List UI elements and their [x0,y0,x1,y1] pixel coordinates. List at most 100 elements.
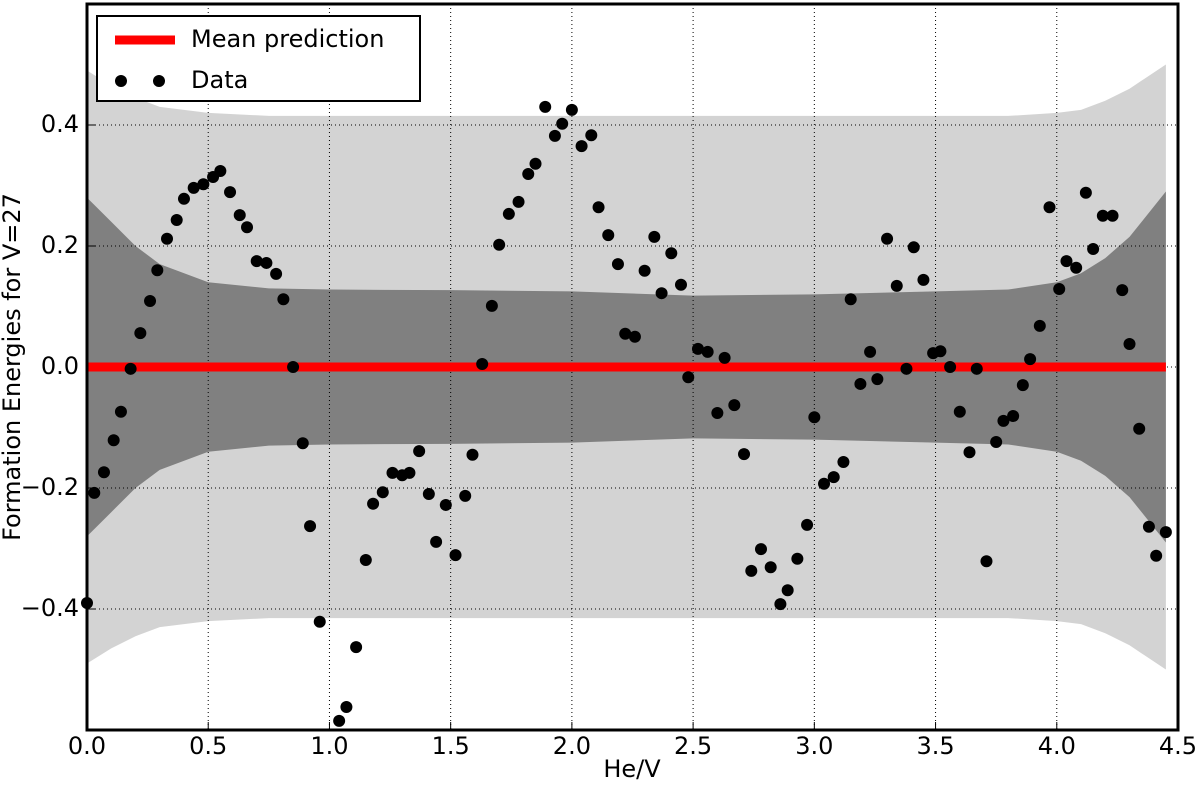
data-point [529,157,542,170]
data-point [917,273,930,286]
data-point [1079,186,1092,199]
data-point [592,201,605,214]
data-point [313,615,326,628]
data-point [818,477,831,490]
data-point [539,100,552,113]
data-point [88,486,101,499]
data-point [296,437,309,450]
data-point [97,466,110,479]
data-point [114,405,127,418]
data-point [277,293,290,306]
data-point [287,361,300,373]
legend-label: Mean prediction [191,25,384,53]
data-point [376,486,389,499]
data-point [1096,209,1109,222]
data-point [107,434,120,447]
data-point [565,103,578,116]
data-point [170,213,183,226]
plot-frame [85,2,1180,732]
data-point [1142,520,1155,533]
data-point [575,140,588,153]
y-axis-label: Formation Energies for V=27 [0,193,26,541]
data-point [1043,201,1056,214]
data-point [701,345,714,358]
y-tick-label: 0.2 [41,231,79,259]
data-point [367,497,380,510]
data-point [1123,338,1136,351]
data-point [161,232,174,245]
data-point [602,229,615,242]
data-point [1133,422,1146,435]
data-point [997,414,1010,427]
data-point [522,168,535,181]
data-point [224,186,237,199]
data-point [808,411,821,424]
legend-label: Data [191,66,248,94]
x-tick-label: 4.0 [1038,732,1076,760]
data-point [1087,243,1100,256]
x-tick-label: 3.5 [916,732,954,760]
data-point [151,264,164,277]
data-point [386,466,399,479]
data-point [459,489,472,502]
data-point [485,299,498,312]
data-point [214,164,227,177]
data-point [774,598,787,611]
data-point [665,247,678,260]
legend-swatch [153,75,165,87]
data-point [197,178,210,191]
data-point [134,327,147,340]
x-tick-label: 2.0 [553,732,591,760]
y-tick-label: −0.2 [21,473,79,501]
data-point [233,209,246,222]
data-point [1007,410,1020,423]
data-point [1070,261,1083,274]
x-tick-label: 1.5 [432,732,470,760]
data-point [340,701,353,714]
data-point [422,488,435,501]
data-point [585,129,598,142]
data-point [890,279,903,292]
data-point [638,264,651,277]
data-point [413,445,426,458]
data-point [754,543,767,556]
data-point [250,255,263,268]
x-tick-label: 2.5 [674,732,712,760]
data-point [881,232,894,245]
data-point [430,535,443,548]
data-point [1116,284,1129,297]
data-point [980,555,993,568]
data-point [403,466,416,479]
data-point [476,357,489,370]
x-tick-label: 0.0 [68,732,106,760]
data-point [1033,319,1046,332]
data-point [711,406,724,419]
x-axis-label: He/V [603,755,661,782]
data-point [466,448,479,461]
data-point [187,181,200,194]
data-point [1024,353,1037,366]
data-point [691,342,704,355]
data-point [619,327,632,340]
legend-box [96,15,421,102]
data-point [674,278,687,291]
data-point [827,471,840,484]
legend-swatch [115,75,127,87]
x-tick-label: 0.5 [189,732,227,760]
data-point [738,448,751,461]
data-point [648,230,661,243]
data-point [177,192,190,205]
data-point [270,267,283,280]
data-point [611,258,624,271]
data-point [1150,549,1163,562]
data-point [907,241,920,254]
data-point [682,371,695,384]
data-point [970,362,983,375]
data-point [1053,282,1066,295]
data-point [837,455,850,468]
data-point [304,520,317,533]
data-point [449,549,462,562]
data-point [439,498,452,511]
legend: Mean prediction Data [96,15,421,102]
data-point [124,362,137,375]
